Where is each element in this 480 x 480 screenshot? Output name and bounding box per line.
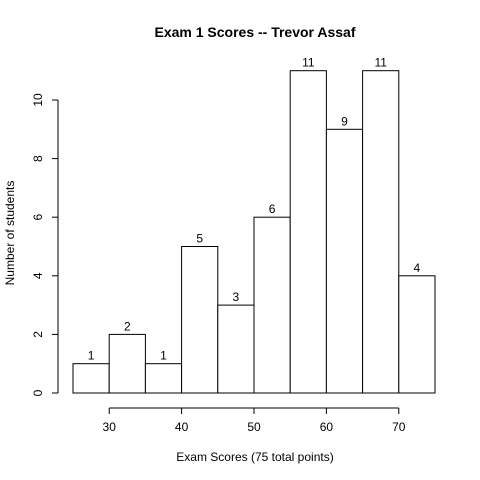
y-axis-label: Number of students xyxy=(3,181,17,286)
y-tick-label: 6 xyxy=(31,214,45,221)
x-tick-label: 60 xyxy=(320,420,334,434)
x-axis-label: Exam Scores (75 total points) xyxy=(176,450,333,464)
bar-count-label: 11 xyxy=(374,56,387,70)
histogram-bar xyxy=(108,333,146,394)
histogram-bar xyxy=(398,275,436,394)
x-tick-label: 30 xyxy=(103,420,117,434)
y-axis: 0 2 4 6 8 10 xyxy=(31,93,59,396)
histogram-bar xyxy=(325,128,364,394)
x-tick-label: 70 xyxy=(392,420,406,434)
bar-count-label: 11 xyxy=(302,56,315,70)
y-tick-label: 8 xyxy=(31,155,45,162)
histogram-bar xyxy=(144,363,183,394)
y-tick-label: 10 xyxy=(31,93,45,107)
bar-count-label: 1 xyxy=(160,349,167,363)
bar-count-label: 6 xyxy=(269,202,276,216)
bar-count-label: 4 xyxy=(414,261,421,275)
y-tick-label: 2 xyxy=(31,331,45,338)
histogram-bar xyxy=(362,70,400,394)
y-tick-label: 4 xyxy=(31,272,45,279)
bar-count-label: 2 xyxy=(124,319,131,333)
bar-count-label: 1 xyxy=(88,349,95,363)
bar-count-label: 3 xyxy=(233,290,240,304)
x-tick-label: 50 xyxy=(247,420,261,434)
histogram-bar xyxy=(181,246,219,394)
y-tick-label: 0 xyxy=(31,389,45,396)
x-axis: 30 40 50 60 70 xyxy=(103,407,406,434)
histogram-bar xyxy=(72,363,110,394)
bars-group: 1 2 1 5 3 6 11 9 11 4 xyxy=(72,56,436,394)
bar-count-label: 5 xyxy=(196,232,203,246)
histogram-bar xyxy=(289,70,327,394)
x-tick-label: 40 xyxy=(175,420,189,434)
chart-title: Exam 1 Scores -- Trevor Assaf xyxy=(154,24,355,40)
histogram-bar xyxy=(217,304,255,394)
histogram-bar xyxy=(253,216,291,394)
bar-count-label: 9 xyxy=(341,114,348,128)
